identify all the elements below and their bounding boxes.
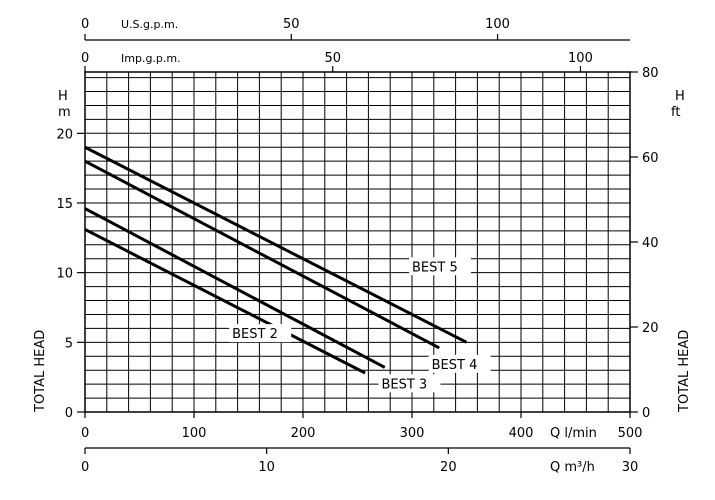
y-left-tick-label: 0 [65,406,73,421]
y-left-unit-h: H [58,89,68,104]
x-bottom-tick-label: 500 [618,426,643,441]
curve-label: BEST 4 [432,358,478,373]
curve-label-group: BEST 4 [428,354,491,373]
x-top-imp-tick-label: 100 [568,51,593,66]
y-left-title: TOTAL HEAD [33,330,48,413]
curve-labels: BEST 5 BEST 4 BEST 3 BEST 2 [229,257,491,393]
x-top-us-tick-label: 100 [485,17,510,32]
curve-label: BEST 5 [412,260,458,275]
y-right-tick-label: 40 [642,236,659,251]
x-top-us-label: U.S.g.p.m. [121,18,178,31]
x-top-us-tick-label: 50 [283,17,300,32]
y-left-tick-label: 20 [56,127,73,142]
x-bottom-tick-label: 100 [182,426,207,441]
curve-best-2 [84,228,366,375]
y-right-tick-label: 20 [642,321,659,336]
curve-best-5 [84,145,468,344]
curve-label-bg [229,324,292,343]
curve-label: BEST 3 [381,377,427,392]
x-bottom2-tick-label: 30 [622,460,639,475]
x-bottom-primary-label: Q l/min [550,426,597,441]
curve-label-group: BEST 5 [409,257,471,276]
y-right-unit-ft: ft [671,105,680,120]
y-right-title: TOTAL HEAD [677,330,692,413]
y-left-unit-m: m [58,105,71,120]
chart-grid [84,71,631,413]
chart-axis-labels: H m H ft TOTAL HEAD TOTAL HEAD U.S.g.p.m… [33,18,692,475]
x-bottom-tick-label: 200 [291,426,316,441]
curve-label-bg [378,374,441,393]
x-top-us-tick-label: 0 [81,17,89,32]
y-right-tick-label: 80 [642,66,659,81]
x-top-imp-label: Imp.g.p.m. [121,52,181,65]
curve-best-3 [84,207,386,369]
y-right-tick-label: 60 [642,151,659,166]
curve-best-4 [84,159,440,350]
y-right-unit-h: H [675,89,685,104]
x-top-imp-tick-label: 50 [324,51,341,66]
curve-label-group: BEST 2 [229,324,292,343]
plot-frame [84,71,631,413]
x-bottom-secondary-label: Q m³/h [550,460,595,475]
y-left-tick-label: 5 [65,336,73,351]
y-left-tick-label: 15 [56,197,73,212]
chart-axes [77,34,638,454]
x-bottom-tick-label: 300 [400,426,425,441]
x-bottom-tick-label: 0 [81,426,89,441]
x-bottom2-tick-label: 0 [81,460,89,475]
curve-label-group: BEST 3 [378,374,441,393]
curve-label-bg [428,354,491,373]
x-bottom2-tick-label: 10 [258,460,275,475]
pump-curves [84,145,468,375]
curve-label-bg [409,257,471,276]
x-bottom-tick-label: 400 [509,426,534,441]
x-bottom2-tick-label: 20 [440,460,457,475]
x-top-imp-tick-label: 0 [81,51,89,66]
y-right-tick-label: 0 [642,406,650,421]
y-left-tick-label: 10 [56,267,73,282]
curve-label: BEST 2 [232,327,278,342]
